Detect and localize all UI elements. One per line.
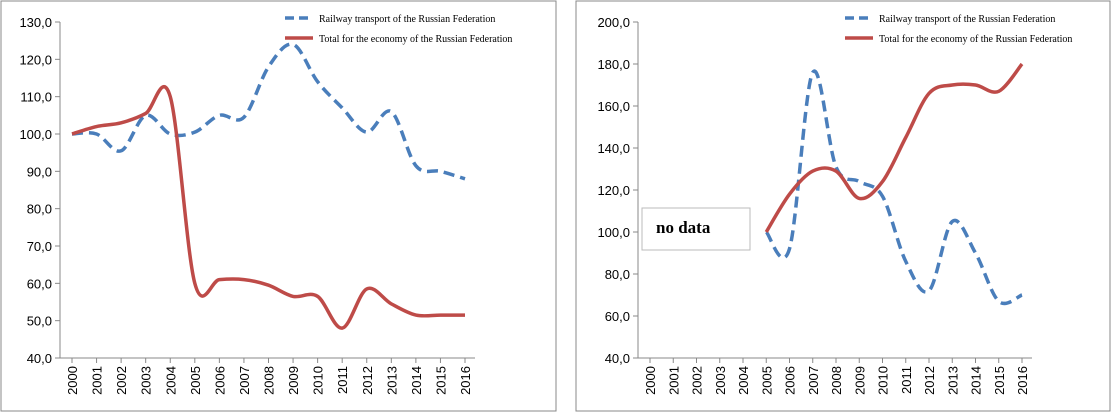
x-tick-label: 2010 bbox=[876, 366, 891, 395]
x-tick-label: 2003 bbox=[713, 366, 728, 395]
y-tick-label: 80,0 bbox=[27, 202, 52, 217]
y-tick-label: 130,0 bbox=[19, 15, 52, 30]
y-tick-label: 100,0 bbox=[597, 225, 630, 240]
y-tick-label: 50,0 bbox=[27, 314, 52, 329]
legend-label: Total for the economy of the Russian Fed… bbox=[879, 34, 1072, 45]
series-line bbox=[71, 85, 465, 330]
series-line bbox=[764, 69, 1023, 306]
y-tick-label: 60,0 bbox=[27, 276, 52, 291]
chart-frame bbox=[575, 0, 1111, 412]
x-tick-label: 2013 bbox=[384, 366, 399, 395]
x-tick-label: 2011 bbox=[335, 366, 350, 394]
x-tick-label: 2015 bbox=[433, 366, 448, 395]
legend-label: Total for the economy of the Russian Fed… bbox=[319, 34, 512, 45]
y-tick-label: 100,0 bbox=[19, 127, 52, 142]
x-tick-label: 2011 bbox=[899, 366, 914, 394]
x-tick-label: 2014 bbox=[409, 366, 424, 395]
legend-label: Railway transport of the Russian Federat… bbox=[879, 14, 1055, 25]
chart-frame bbox=[0, 0, 557, 412]
x-tick-label: 2001 bbox=[90, 366, 105, 395]
x-tick-label: 2008 bbox=[829, 366, 844, 395]
y-tick-label: 80,0 bbox=[605, 267, 630, 282]
x-tick-label: 2012 bbox=[922, 366, 937, 395]
x-tick-label: 2014 bbox=[969, 366, 984, 395]
x-tick-label: 2008 bbox=[262, 366, 277, 395]
x-tick-label: 2015 bbox=[992, 366, 1007, 395]
annotation-box bbox=[641, 207, 751, 251]
x-tick-label: 2009 bbox=[286, 366, 301, 395]
x-tick-label: 2000 bbox=[643, 366, 658, 395]
series-line bbox=[764, 62, 1024, 233]
x-tick-label: 2006 bbox=[783, 366, 798, 395]
y-tick-label: 140,0 bbox=[597, 141, 630, 156]
y-tick-label: 200,0 bbox=[597, 15, 630, 30]
x-tick-label: 2002 bbox=[114, 366, 129, 395]
x-tick-label: 2004 bbox=[163, 366, 178, 395]
x-tick-label: 2004 bbox=[736, 366, 751, 395]
y-tick-label: 90,0 bbox=[27, 164, 52, 179]
y-tick-label: 180,0 bbox=[597, 57, 630, 72]
x-tick-label: 2016 bbox=[1015, 366, 1030, 395]
series-line bbox=[71, 42, 466, 181]
y-tick-label: 40,0 bbox=[605, 351, 630, 366]
x-tick-label: 2002 bbox=[690, 366, 705, 395]
y-tick-label: 60,0 bbox=[605, 309, 630, 324]
x-tick-label: 2005 bbox=[759, 366, 774, 395]
x-tick-label: 2007 bbox=[237, 366, 252, 395]
y-tick-label: 110,0 bbox=[20, 90, 52, 105]
x-tick-label: 2006 bbox=[212, 366, 227, 395]
y-tick-label: 120,0 bbox=[19, 52, 52, 67]
annotation: no data bbox=[656, 218, 711, 237]
x-tick-label: 2001 bbox=[666, 366, 681, 395]
legend-label: Railway transport of the Russian Federat… bbox=[319, 14, 495, 25]
y-tick-label: 120,0 bbox=[597, 183, 630, 198]
x-tick-label: 2013 bbox=[945, 366, 960, 395]
x-tick-label: 2009 bbox=[852, 366, 867, 395]
y-tick-label: 70,0 bbox=[27, 239, 52, 254]
x-tick-label: 2003 bbox=[139, 366, 154, 395]
x-tick-label: 2007 bbox=[806, 366, 821, 395]
y-tick-label: 40,0 bbox=[27, 351, 52, 366]
x-tick-label: 2012 bbox=[360, 366, 375, 395]
x-tick-label: 2010 bbox=[311, 366, 326, 395]
y-tick-label: 160,0 bbox=[597, 99, 630, 114]
x-tick-label: 2016 bbox=[458, 366, 473, 395]
x-tick-label: 2005 bbox=[188, 366, 203, 395]
x-tick-label: 2000 bbox=[65, 366, 80, 395]
